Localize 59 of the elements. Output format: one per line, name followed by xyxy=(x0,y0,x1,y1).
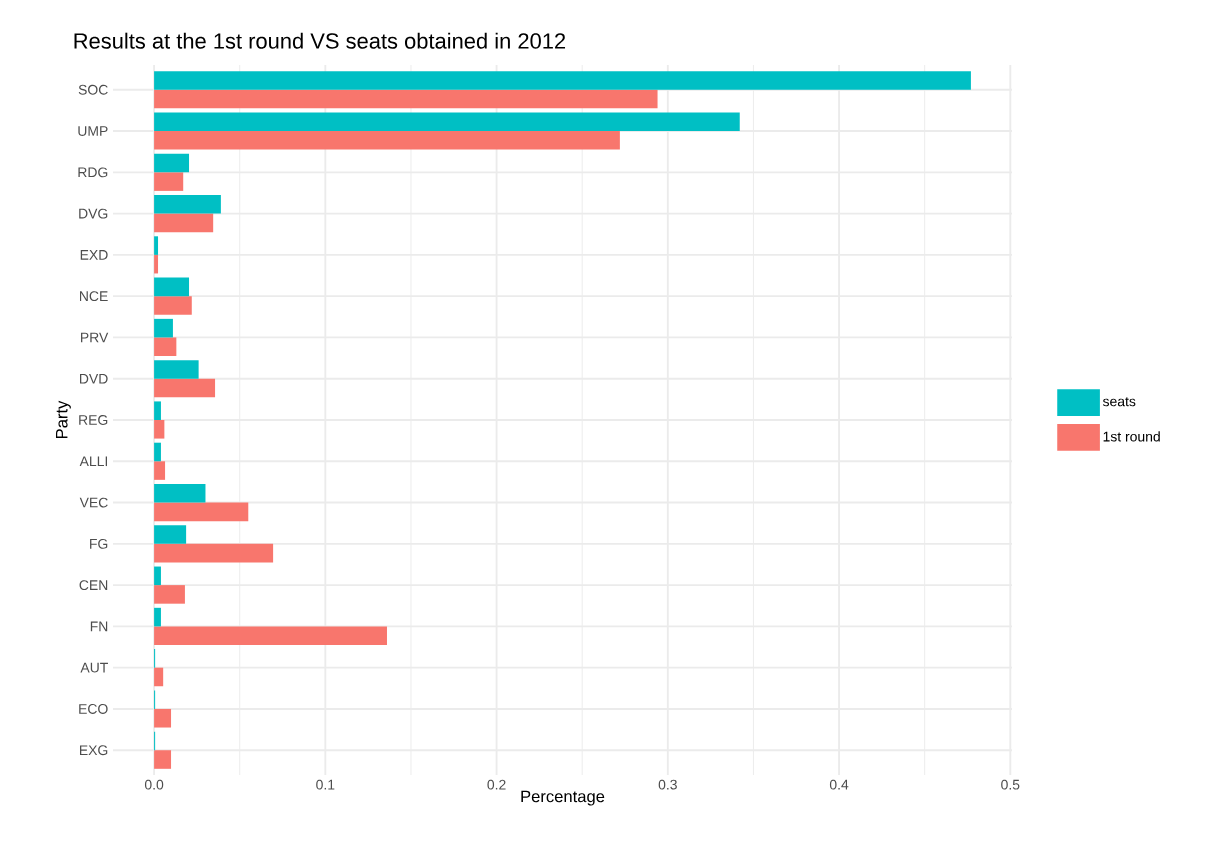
y-tick-label: NCE xyxy=(80,291,108,302)
bar xyxy=(154,378,216,398)
bar xyxy=(154,401,161,420)
bar xyxy=(154,483,206,503)
bar xyxy=(154,566,161,586)
bar xyxy=(154,461,166,480)
y-tick-label: AUT xyxy=(80,662,108,673)
y-tick-label: DVD xyxy=(80,373,108,384)
y-tick-label: UMP xyxy=(78,126,108,136)
bar xyxy=(154,112,740,132)
bar xyxy=(154,254,159,274)
x-tick-label: 0.2 xyxy=(487,779,506,790)
bar xyxy=(154,442,161,462)
y-tick-label: ALLI xyxy=(79,456,108,467)
y-tick-label: REG xyxy=(79,415,108,425)
y-tick-label: SOC xyxy=(78,84,108,95)
bar xyxy=(154,667,164,687)
y-tick-label: DVG xyxy=(79,208,108,219)
bar xyxy=(154,131,620,150)
bar xyxy=(154,318,173,338)
y-tick-label: ECO xyxy=(79,704,108,714)
legend-label: seats xyxy=(1102,397,1136,407)
y-axis-title: Party xyxy=(56,400,71,439)
chart-title: Results at the 1st round VS seats obtained in 2012 xyxy=(74,32,566,49)
x-tick-label: 0.5 xyxy=(1001,779,1020,790)
bar xyxy=(154,89,658,109)
bar xyxy=(154,236,159,255)
bar xyxy=(154,708,172,728)
bar xyxy=(154,195,221,214)
bar xyxy=(154,543,274,563)
y-tick-label: EXD xyxy=(80,250,108,260)
y-tick-label: EXG xyxy=(80,745,108,756)
bar xyxy=(154,525,187,544)
y-tick-label: VEC xyxy=(79,497,108,508)
y-tick-label: RDG xyxy=(78,167,108,178)
bar xyxy=(154,71,971,90)
y-tick-label: CEN xyxy=(79,580,108,591)
legend-label: 1st round xyxy=(1103,431,1160,442)
x-tick-label: 0.3 xyxy=(658,779,677,790)
bar xyxy=(154,172,184,191)
bar xyxy=(154,337,177,357)
bar xyxy=(154,607,161,627)
bar xyxy=(154,585,185,604)
y-tick-label: PRV xyxy=(81,332,109,343)
bar xyxy=(154,419,165,439)
x-tick-label: 0.1 xyxy=(316,779,335,790)
bar xyxy=(154,153,190,173)
x-tick-label: 0.4 xyxy=(829,779,849,790)
bar xyxy=(154,277,190,297)
bar xyxy=(154,502,249,522)
bar xyxy=(154,296,192,315)
x-axis-title: Percentage xyxy=(521,790,605,806)
y-tick-label: FN xyxy=(90,621,108,632)
bar xyxy=(154,360,199,379)
bar xyxy=(154,213,214,233)
y-tick-label: FG xyxy=(90,538,108,549)
bar xyxy=(154,750,172,769)
bar xyxy=(154,626,387,645)
x-tick-label: 0.0 xyxy=(144,779,164,790)
